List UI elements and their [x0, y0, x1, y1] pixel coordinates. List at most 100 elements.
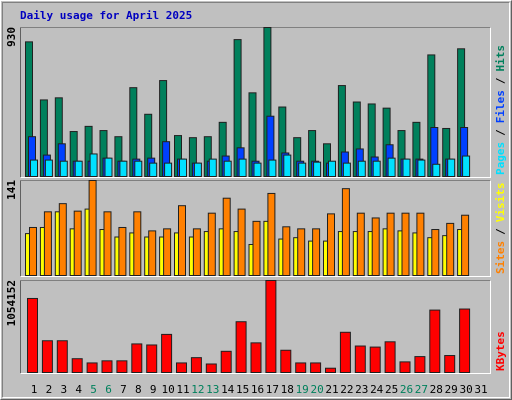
bar — [41, 340, 53, 374]
y-tick-label: 141 — [5, 180, 18, 200]
x-tick-label: 19 — [296, 383, 309, 396]
bar — [386, 212, 395, 276]
bar — [354, 345, 366, 374]
bar — [238, 158, 247, 177]
bar — [267, 192, 276, 276]
bar — [401, 212, 410, 276]
x-tick-label: 5 — [90, 383, 97, 396]
bar — [252, 220, 261, 276]
bar — [328, 160, 336, 177]
x-tick-label: 11 — [176, 383, 189, 396]
legend-separator: / — [494, 129, 507, 136]
bar — [134, 160, 143, 177]
bar — [297, 228, 306, 276]
bar — [325, 367, 336, 374]
bar — [282, 226, 291, 276]
bar — [193, 162, 202, 177]
bar — [71, 358, 83, 374]
x-tick-label: 20 — [310, 383, 323, 396]
x-tick-label: 16 — [251, 383, 264, 396]
legend-entry: Visits — [494, 183, 507, 223]
bar — [342, 162, 351, 177]
bar — [179, 158, 187, 177]
bar — [86, 362, 98, 374]
x-tick-label: 25 — [385, 383, 398, 396]
bar — [399, 361, 411, 373]
x-tick-label: 24 — [370, 383, 384, 396]
bar — [43, 211, 52, 277]
bar — [73, 210, 82, 276]
bar — [253, 162, 262, 177]
bar — [192, 228, 201, 276]
bar — [164, 162, 173, 177]
bar — [237, 208, 246, 277]
bar — [118, 226, 127, 277]
bar — [207, 212, 216, 276]
y-tick-label: 1054152 — [5, 280, 18, 326]
bar — [357, 160, 366, 177]
bar — [104, 157, 113, 177]
chart-title: Daily usage for April 2025 — [20, 9, 192, 22]
legend: Pages / Files / Hits — [494, 45, 507, 175]
x-tick-label: 3 — [60, 383, 67, 396]
bar — [280, 349, 292, 373]
bar — [462, 155, 471, 177]
bar — [29, 226, 37, 277]
x-tick-label: 4 — [75, 383, 82, 396]
bar — [459, 308, 471, 373]
bar — [235, 321, 247, 374]
bar — [295, 362, 307, 374]
bar — [250, 342, 262, 373]
bar — [101, 360, 113, 373]
bar — [161, 333, 173, 374]
bar — [371, 217, 380, 276]
legend-entry: Hits — [494, 45, 507, 72]
x-tick-label: 21 — [325, 383, 338, 396]
x-tick-label: 23 — [355, 383, 368, 396]
bar — [149, 162, 158, 177]
panel-edge — [20, 280, 491, 374]
bar — [178, 205, 186, 276]
bar — [133, 211, 142, 277]
x-tick-label: 13 — [206, 383, 219, 396]
bar — [298, 162, 307, 177]
bar — [88, 180, 97, 276]
bar — [148, 230, 157, 276]
bar — [356, 212, 365, 276]
x-tick-label: 31 — [474, 383, 487, 396]
bar — [312, 228, 321, 276]
bar — [103, 211, 112, 277]
x-tick-label: 22 — [340, 383, 353, 396]
legend: Sites / Visits — [494, 183, 507, 275]
bar — [339, 331, 351, 373]
bar — [416, 212, 425, 276]
bar — [327, 213, 335, 277]
bar — [56, 340, 68, 374]
bar — [417, 159, 426, 177]
bar — [432, 163, 441, 178]
x-tick-label: 8 — [135, 383, 142, 396]
bar — [387, 157, 396, 177]
bar — [176, 362, 187, 374]
bar — [27, 297, 38, 373]
x-tick-label: 6 — [105, 383, 112, 396]
bar — [447, 158, 456, 177]
x-tick-label: 28 — [430, 383, 443, 396]
bar — [444, 355, 456, 373]
legend-entry: Pages — [494, 142, 507, 175]
bar — [429, 309, 441, 374]
x-tick-label: 14 — [221, 383, 235, 396]
bar — [116, 360, 128, 373]
x-tick-label: 27 — [415, 383, 428, 396]
bar — [446, 222, 455, 276]
x-tick-label: 15 — [236, 383, 249, 396]
bar — [402, 158, 411, 177]
x-tick-label: 17 — [266, 383, 279, 396]
bar — [268, 159, 277, 177]
bar — [310, 362, 322, 374]
bar — [163, 228, 172, 276]
bar — [74, 160, 83, 177]
